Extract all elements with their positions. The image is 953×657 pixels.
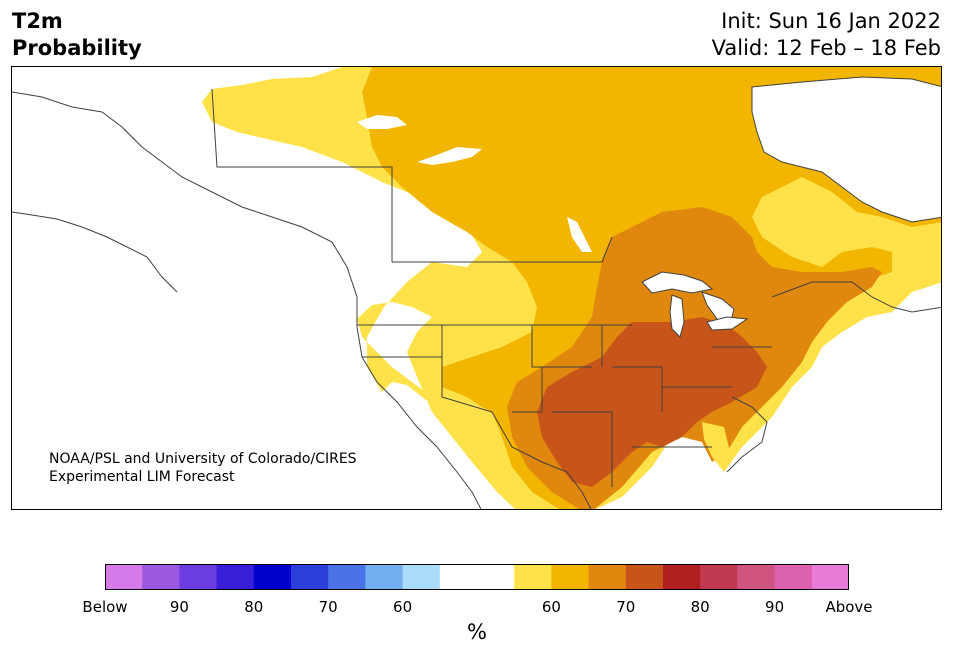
- colorbar-swatch: [291, 564, 329, 590]
- map-borders: [12, 88, 941, 509]
- colorbar-border: [105, 564, 849, 590]
- colorbar-swatch: [625, 564, 664, 590]
- colorbar-tick-label: 70: [616, 598, 636, 616]
- colorbar-swatch: [179, 564, 218, 590]
- colorbar-swatch: [737, 564, 776, 590]
- credit-line-2: Experimental LIM Forecast: [49, 469, 235, 485]
- colorbar-swatch: [216, 564, 255, 590]
- colorbar-swatch: [700, 564, 738, 590]
- colorbar-swatch: [328, 564, 366, 590]
- colorbar: [105, 564, 849, 590]
- init-date: Init: Sun 16 Jan 2022: [721, 9, 941, 33]
- colorbar-swatch: [439, 564, 478, 590]
- map-lake-superior: [641, 271, 714, 294]
- map-lake-great-slave: [417, 147, 482, 165]
- colorbar-unit: %: [467, 620, 487, 644]
- colorbar-swatch: [477, 564, 515, 590]
- colorbar-swatch: [105, 564, 143, 590]
- colorbar-swatch: [774, 564, 813, 590]
- map-lake-great-bear: [357, 115, 407, 129]
- map-svg: [12, 67, 941, 509]
- colorbar-swatch: [365, 564, 404, 590]
- title-variable: T2m: [12, 9, 63, 33]
- map-region-florida: [702, 422, 730, 472]
- forecast-map: [11, 66, 942, 510]
- colorbar-tick-label: 90: [169, 598, 189, 616]
- map-lake-erie: [706, 316, 749, 331]
- credit-line-1: NOAA/PSL and University of Colorado/CIRE…: [49, 451, 357, 467]
- date-block: Init: Sun 16 Jan 2022 Valid: 12 Feb – 18…: [712, 8, 941, 62]
- colorbar-swatch: [142, 564, 180, 590]
- colorbar-tick-label: Below: [82, 598, 128, 616]
- map-lake-winnipeg: [567, 217, 592, 252]
- colorbar-tick-label: 80: [690, 598, 710, 616]
- colorbar-tick-label: 90: [765, 598, 785, 616]
- colorbar-tick-label: 70: [318, 598, 338, 616]
- colorbar-swatch: [402, 564, 441, 590]
- colorbar-tick-label: Above: [825, 598, 873, 616]
- colorbar-swatch: [253, 564, 292, 590]
- credit-text: NOAA/PSL and University of Colorado/CIRE…: [49, 450, 357, 486]
- title-block: T2m Probability: [12, 8, 142, 62]
- title-subtitle: Probability: [12, 36, 142, 60]
- map-lake-michigan: [669, 294, 685, 338]
- colorbar-swatch: [588, 564, 627, 590]
- colorbar-swatch: [663, 564, 701, 590]
- map-lake-hudson: [751, 76, 941, 223]
- valid-date: Valid: 12 Feb – 18 Feb: [711, 36, 941, 60]
- colorbar-swatch: [551, 564, 590, 590]
- colorbar-tick-label: 60: [541, 598, 561, 616]
- colorbar-tick-label: 80: [244, 598, 264, 616]
- colorbar-swatch: [514, 564, 552, 590]
- colorbar-svg: [105, 564, 849, 590]
- colorbar-swatch: [811, 564, 849, 590]
- map-region-above-70: [537, 317, 767, 487]
- colorbar-tick-label: 60: [393, 598, 413, 616]
